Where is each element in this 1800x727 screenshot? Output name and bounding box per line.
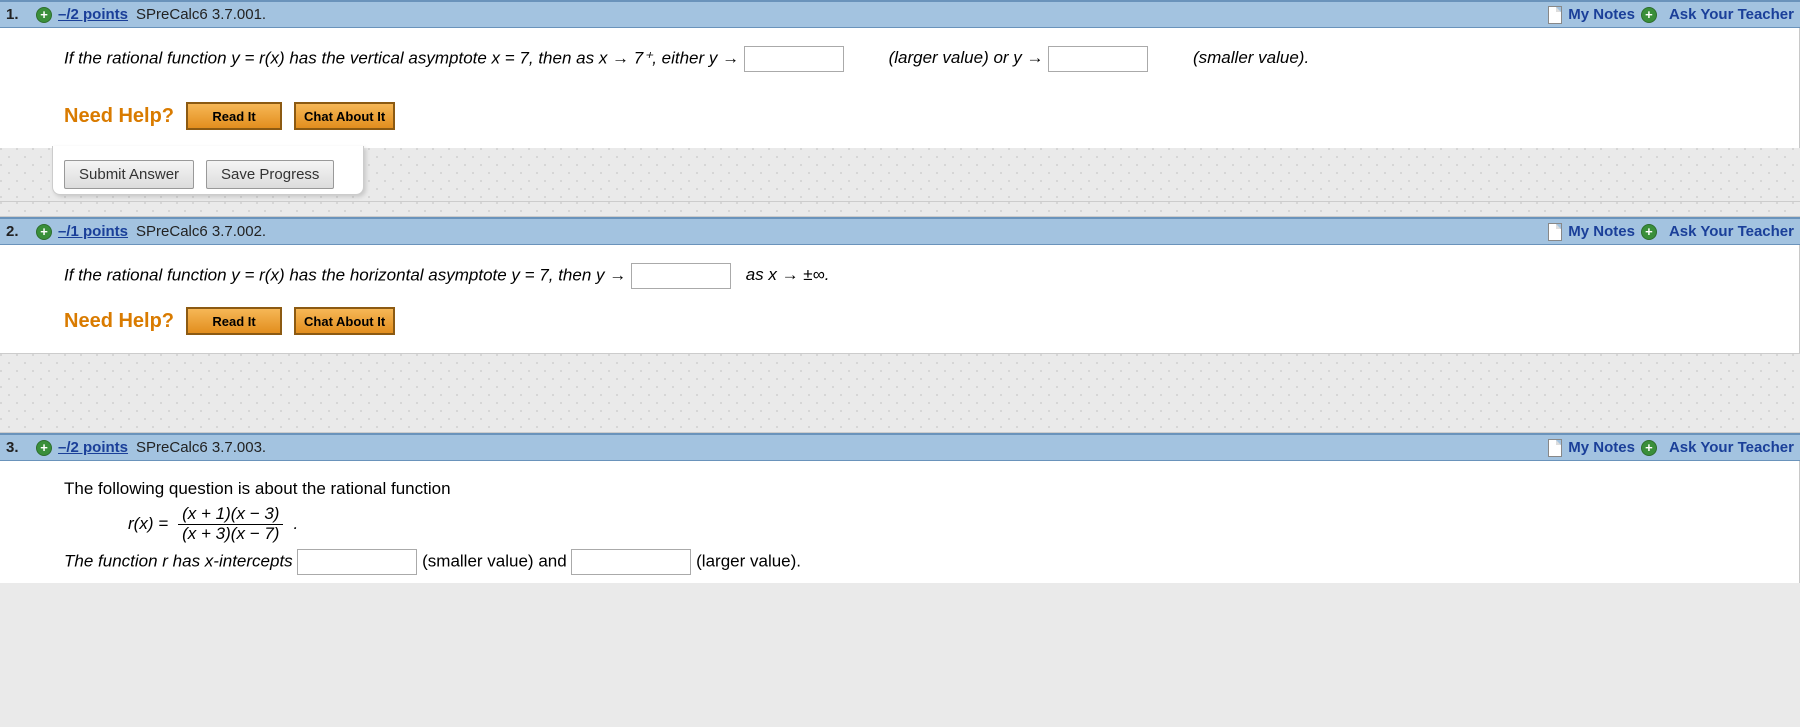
- ask-teacher-link[interactable]: Ask Your Teacher: [1669, 6, 1794, 23]
- question-body: If the rational function y = r(x) has th…: [0, 245, 1800, 353]
- answer-input[interactable]: [297, 549, 417, 575]
- note-icon[interactable]: [1548, 439, 1562, 457]
- my-notes-link[interactable]: My Notes: [1568, 6, 1635, 23]
- submit-bar: Submit Answer Save Progress: [0, 148, 1800, 201]
- question-body: If the rational function y = r(x) has th…: [0, 28, 1800, 148]
- question-number: 3.: [6, 439, 26, 456]
- question-text: as x → ±∞.: [746, 265, 830, 284]
- submit-answer-button[interactable]: Submit Answer: [64, 160, 194, 189]
- question-number: 2.: [6, 223, 26, 240]
- equation: r(x) = (x + 1)(x − 3) (x + 3)(x − 7) .: [128, 505, 1779, 543]
- question-ref: SPreCalc6 3.7.003.: [136, 439, 266, 456]
- question-number: 1.: [6, 6, 26, 23]
- my-notes-link[interactable]: My Notes: [1568, 439, 1635, 456]
- question-ref: SPreCalc6 3.7.002.: [136, 223, 266, 240]
- read-it-button[interactable]: Read It: [186, 102, 282, 130]
- plus-icon[interactable]: +: [1641, 440, 1657, 456]
- plus-icon[interactable]: +: [1641, 224, 1657, 240]
- expand-icon[interactable]: +: [36, 7, 52, 23]
- equation-lhs: r(x) =: [128, 514, 168, 534]
- question-text: (larger value) or y →: [889, 48, 1049, 67]
- answer-input[interactable]: [744, 46, 844, 72]
- answer-input[interactable]: [571, 549, 691, 575]
- fraction-denominator: (x + 3)(x − 7): [178, 524, 283, 544]
- note-icon[interactable]: [1548, 223, 1562, 241]
- points-link[interactable]: –/2 points: [58, 6, 128, 23]
- question-text: The function r has x-intercepts: [64, 552, 297, 571]
- separator-strip: [0, 353, 1800, 433]
- question-ref: SPreCalc6 3.7.001.: [136, 6, 266, 23]
- question-text: If the rational function y = r(x) has th…: [64, 48, 744, 67]
- expand-icon[interactable]: +: [36, 440, 52, 456]
- fraction-numerator: (x + 1)(x − 3): [178, 505, 283, 524]
- need-help-row: Need Help? Read It Chat About It: [64, 102, 1779, 130]
- points-link[interactable]: –/1 points: [58, 223, 128, 240]
- question-line: The function r has x-intercepts (smaller…: [64, 549, 1779, 575]
- chat-about-it-button[interactable]: Chat About It: [294, 102, 395, 130]
- answer-input[interactable]: [1048, 46, 1148, 72]
- question-header: 2. + –/1 points SPreCalc6 3.7.002. My No…: [0, 217, 1800, 245]
- question-text: If the rational function y = r(x) has th…: [64, 265, 631, 284]
- need-help-label: Need Help?: [64, 310, 174, 333]
- separator-strip: [0, 201, 1800, 217]
- ask-teacher-link[interactable]: Ask Your Teacher: [1669, 439, 1794, 456]
- expand-icon[interactable]: +: [36, 224, 52, 240]
- question-text: (smaller value) and: [422, 552, 571, 571]
- ask-teacher-link[interactable]: Ask Your Teacher: [1669, 223, 1794, 240]
- chat-about-it-button[interactable]: Chat About It: [294, 307, 395, 335]
- fraction: (x + 1)(x − 3) (x + 3)(x − 7): [178, 505, 283, 543]
- question-intro: The following question is about the rati…: [64, 479, 1779, 499]
- my-notes-link[interactable]: My Notes: [1568, 223, 1635, 240]
- need-help-label: Need Help?: [64, 105, 174, 128]
- save-progress-button[interactable]: Save Progress: [206, 160, 334, 189]
- note-icon[interactable]: [1548, 6, 1562, 24]
- need-help-row: Need Help? Read It Chat About It: [64, 307, 1779, 335]
- question-header: 1. + –/2 points SPreCalc6 3.7.001. My No…: [0, 0, 1800, 28]
- question-header: 3. + –/2 points SPreCalc6 3.7.003. My No…: [0, 433, 1800, 461]
- answer-input[interactable]: [631, 263, 731, 289]
- read-it-button[interactable]: Read It: [186, 307, 282, 335]
- points-link[interactable]: –/2 points: [58, 439, 128, 456]
- question-text: (smaller value).: [1193, 48, 1309, 67]
- question-body: The following question is about the rati…: [0, 461, 1800, 583]
- question-text: (larger value).: [696, 552, 801, 571]
- plus-icon[interactable]: +: [1641, 7, 1657, 23]
